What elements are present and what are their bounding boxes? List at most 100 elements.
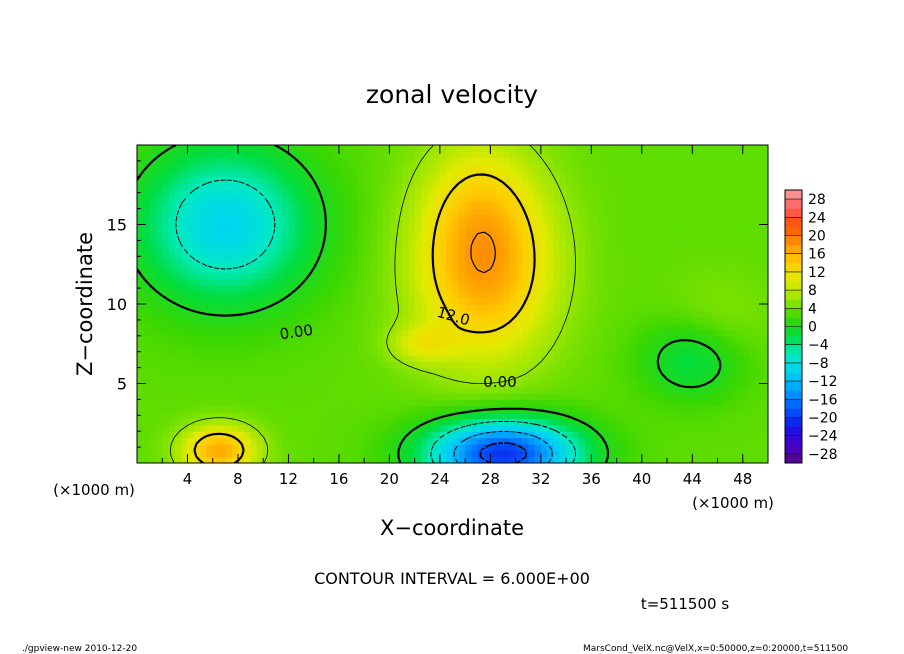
heatmap-cell <box>370 240 378 248</box>
heatmap-cell <box>395 361 403 369</box>
heatmap-cell <box>282 310 290 318</box>
heatmap-cell <box>534 183 542 191</box>
heatmap-cell <box>383 253 390 261</box>
heatmap-cell <box>288 189 296 197</box>
heatmap-cell <box>591 412 599 420</box>
heatmap-cell <box>610 456 618 463</box>
heatmap-cell <box>168 424 176 432</box>
heatmap-cell <box>351 424 359 432</box>
heatmap-cell <box>622 373 630 381</box>
heatmap-cell <box>736 278 744 286</box>
heatmap-cell <box>698 367 706 375</box>
heatmap-cell <box>648 253 656 261</box>
heatmap-cell <box>667 183 674 191</box>
heatmap-cell <box>654 412 662 420</box>
heatmap-cell <box>679 412 687 420</box>
heatmap-cell <box>414 265 422 273</box>
heatmap-cell <box>534 323 542 331</box>
heatmap-cell <box>698 246 706 254</box>
heatmap-cell <box>685 354 693 362</box>
heatmap-cell <box>717 373 725 381</box>
heatmap-cell <box>654 246 662 254</box>
heatmap-cell <box>502 354 510 362</box>
heatmap-cell <box>641 393 649 400</box>
heatmap-cell <box>282 297 290 305</box>
heatmap-cell <box>244 221 252 229</box>
heatmap-cell <box>288 323 296 331</box>
heatmap-cell <box>742 412 750 420</box>
heatmap-cell <box>395 272 403 280</box>
heatmap-cell <box>660 297 668 305</box>
heatmap-cell <box>654 145 662 152</box>
heatmap-cell <box>364 405 372 413</box>
heatmap-cell <box>433 272 441 280</box>
heatmap-cell <box>717 329 725 337</box>
heatmap-cell <box>225 342 233 350</box>
heatmap-cell <box>578 284 586 292</box>
heatmap-cell <box>155 272 163 280</box>
heatmap-cell <box>338 412 346 420</box>
heatmap-cell <box>282 380 290 388</box>
heatmap-cell <box>534 373 542 381</box>
heatmap-cell <box>269 348 277 356</box>
heatmap-cell <box>395 405 403 413</box>
heatmap-cell <box>143 431 151 439</box>
heatmap-cell <box>603 348 611 356</box>
heatmap-cell <box>149 418 157 426</box>
heatmap-cell <box>288 443 296 451</box>
heatmap-cell <box>597 373 605 381</box>
heatmap-cell <box>515 278 523 286</box>
heatmap-cell <box>521 183 529 191</box>
heatmap-cell <box>641 304 649 311</box>
heatmap-cell <box>603 157 611 165</box>
heatmap-cell <box>761 373 768 381</box>
heatmap-cell <box>622 253 630 261</box>
heatmap-cell <box>692 316 700 324</box>
heatmap-cell <box>256 431 264 439</box>
heatmap-cell <box>667 335 674 343</box>
heatmap-cell <box>357 405 365 413</box>
heatmap-cell <box>515 342 523 350</box>
heatmap-cell <box>509 323 517 331</box>
heatmap-cell <box>572 456 580 463</box>
heatmap-cell <box>332 316 340 324</box>
heatmap-cell <box>446 316 454 324</box>
heatmap-cell <box>219 367 226 375</box>
heatmap-cell <box>338 373 346 381</box>
heatmap-cell <box>168 145 176 152</box>
heatmap-cell <box>610 176 618 184</box>
heatmap-cell <box>275 335 283 343</box>
heatmap-cell <box>597 214 605 222</box>
heatmap-cell <box>585 354 592 362</box>
heatmap-cell <box>225 240 233 248</box>
heatmap-cell <box>711 310 719 318</box>
heatmap-cell <box>269 164 277 172</box>
heatmap-cell <box>149 316 157 324</box>
heatmap-cell <box>648 450 656 458</box>
heatmap-cell <box>420 437 428 445</box>
heatmap-cell <box>458 253 466 261</box>
heatmap-cell <box>723 354 731 362</box>
heatmap-cell <box>622 183 630 191</box>
heatmap-cell <box>414 443 422 451</box>
heatmap-cell <box>452 227 460 235</box>
heatmap-cell <box>572 221 580 229</box>
heatmap-cell <box>231 183 239 191</box>
heatmap-cell <box>660 316 668 324</box>
heatmap-cell <box>685 393 693 400</box>
heatmap-cell <box>547 164 555 172</box>
heatmap-cell <box>673 246 681 254</box>
heatmap-cell <box>364 265 372 273</box>
heatmap-cell <box>622 259 630 267</box>
heatmap-cell <box>446 373 454 381</box>
heatmap-cell <box>496 195 504 203</box>
heatmap-cell <box>193 418 201 426</box>
heatmap-cell <box>439 265 447 273</box>
heatmap-cell <box>692 183 700 191</box>
heatmap-cell <box>521 278 529 286</box>
heatmap-cell <box>704 335 712 343</box>
heatmap-cell <box>616 431 624 439</box>
heatmap-cell <box>181 278 189 286</box>
heatmap-cell <box>149 297 157 305</box>
heatmap-cell <box>484 221 491 229</box>
